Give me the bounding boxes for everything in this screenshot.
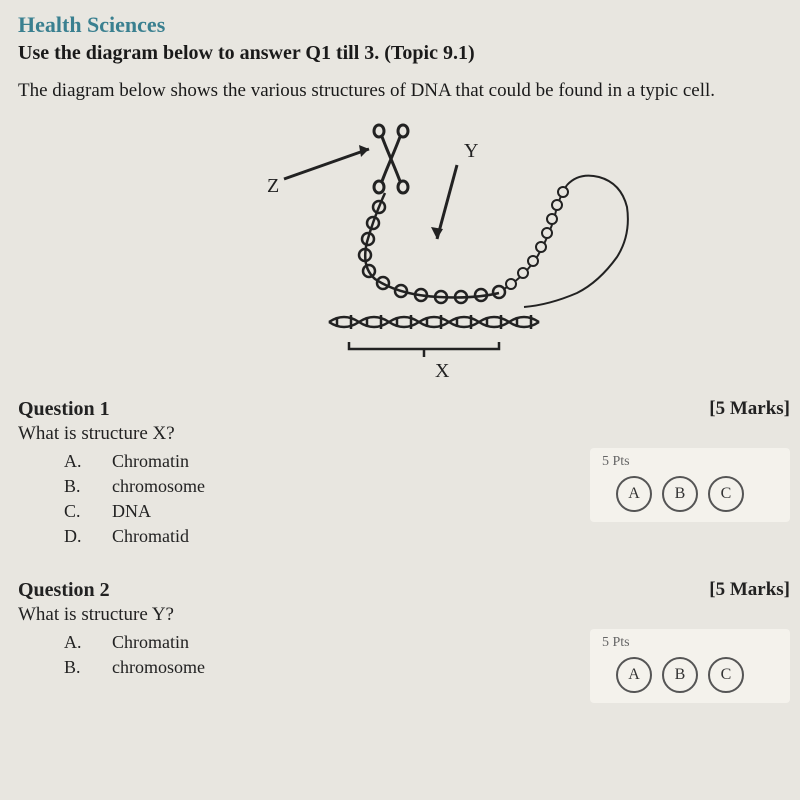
q1-title: Question 1 [18, 398, 590, 421]
q1-marks: [5 Marks] [590, 398, 790, 420]
option-letter: D. [64, 526, 112, 547]
answer-circle-b[interactable]: B [662, 476, 698, 512]
option-text: chromosome [112, 476, 205, 497]
answer-circle-a[interactable]: A [616, 657, 652, 693]
option-text: Chromatid [112, 526, 189, 547]
q1-answer-box: 5 Pts A B C [590, 448, 790, 522]
question-2-block: Question 2 What is structure Y? A. Chrom… [18, 579, 800, 703]
q1-prompt: What is structure X? [18, 423, 590, 445]
nucleosome-string [504, 185, 568, 289]
option-letter: B. [64, 657, 112, 678]
option-letter: A. [64, 451, 112, 472]
label-z: Z [267, 175, 279, 197]
instruction-text: Use the diagram below to answer Q1 till … [18, 42, 800, 65]
label-y: Y [464, 140, 478, 162]
q1-options: A. Chromatin B. chromosome C. DNA D. Chr… [18, 451, 590, 547]
q2-pts-label: 5 Pts [598, 635, 782, 651]
option-letter: A. [64, 632, 112, 653]
option-letter: B. [64, 476, 112, 497]
subject-title: Health Sciences [18, 12, 800, 38]
q1-option-c[interactable]: C. DNA [64, 501, 590, 522]
q2-options: A. Chromatin B. chromosome [18, 632, 590, 678]
chromatin-fiber [359, 193, 505, 303]
q2-prompt: What is structure Y? [18, 604, 590, 626]
answer-circle-b[interactable]: B [662, 657, 698, 693]
q1-option-d[interactable]: D. Chromatid [64, 526, 590, 547]
answer-circle-c[interactable]: C [708, 657, 744, 693]
option-letter: C. [64, 501, 112, 522]
q2-answer-box: 5 Pts A B C [590, 629, 790, 703]
description-text: The diagram below shows the various stru… [18, 79, 800, 104]
answer-circle-c[interactable]: C [708, 476, 744, 512]
chromosome-shape [374, 125, 408, 193]
option-text: DNA [112, 501, 151, 522]
q1-option-a[interactable]: A. Chromatin [64, 451, 590, 472]
answer-circle-a[interactable]: A [616, 476, 652, 512]
option-text: chromosome [112, 657, 205, 678]
q2-title: Question 2 [18, 579, 590, 602]
question-1-block: Question 1 What is structure X? A. Chrom… [18, 398, 800, 551]
q2-option-a[interactable]: A. Chromatin [64, 632, 590, 653]
option-text: Chromatin [112, 451, 189, 472]
q1-pts-label: 5 Pts [598, 454, 782, 470]
q2-marks: [5 Marks] [590, 579, 790, 601]
dna-diagram: Z Y [18, 112, 800, 392]
option-text: Chromatin [112, 632, 189, 653]
q1-option-b[interactable]: B. chromosome [64, 476, 590, 497]
q2-option-b[interactable]: B. chromosome [64, 657, 590, 678]
label-x: X [435, 360, 450, 382]
dna-helix [329, 315, 539, 329]
x-bracket [349, 342, 499, 349]
